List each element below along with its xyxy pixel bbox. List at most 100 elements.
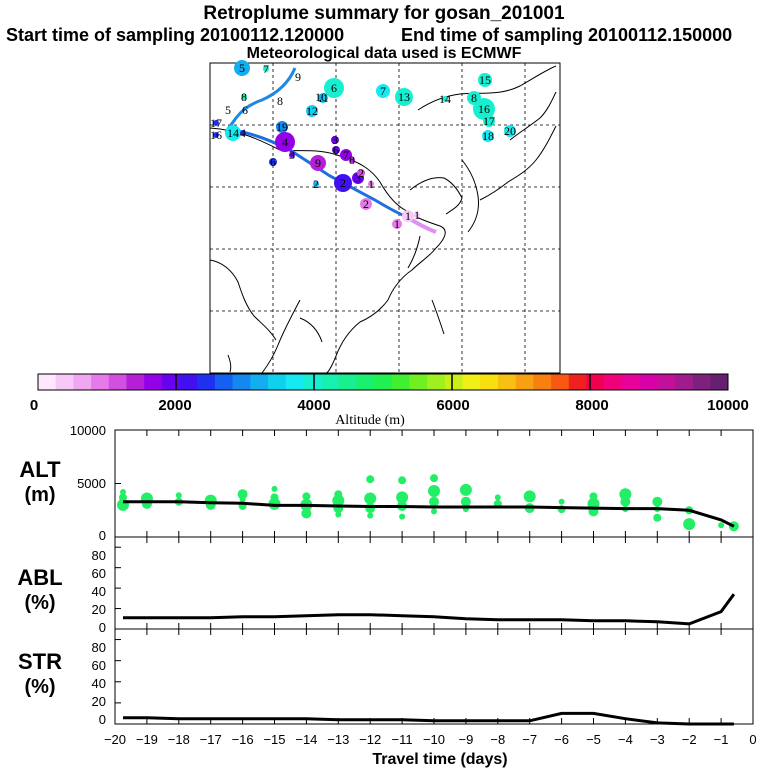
time-series-panels: ALT (m) ABL (%) STR (%) 0 5000 10000 0 2… bbox=[17, 423, 756, 768]
colorbar-swatch bbox=[91, 374, 110, 390]
cluster-label: 6 bbox=[331, 81, 337, 95]
cluster-label: 13 bbox=[398, 90, 410, 104]
colorbar-swatch bbox=[586, 374, 605, 390]
x-tick-label: −3 bbox=[650, 732, 665, 747]
cluster-label: 18 bbox=[482, 129, 494, 143]
cluster-label: 3 bbox=[289, 148, 295, 162]
cluster-label: 19 bbox=[276, 120, 288, 134]
alt-cluster-point bbox=[334, 490, 343, 499]
colorbar-swatch bbox=[674, 374, 693, 390]
colorbar-swatch bbox=[108, 374, 127, 390]
x-tick-label: −19 bbox=[136, 732, 158, 747]
alt-cluster-point bbox=[494, 494, 501, 501]
cluster-marker bbox=[334, 174, 352, 192]
x-tick-label: 0 bbox=[749, 732, 756, 747]
colorbar-swatch bbox=[144, 374, 163, 390]
colorbar-swatch bbox=[498, 374, 516, 390]
cluster-marker bbox=[478, 73, 492, 87]
alt-cluster-point bbox=[683, 518, 696, 531]
colorbar-swatch bbox=[462, 374, 481, 390]
cluster-marker bbox=[269, 158, 277, 166]
colorbar-swatch bbox=[161, 374, 180, 390]
x-tick-labels: −20 −19 −18 −17 −16 −15 −14 −13 −12 −11 −10 −9 −8 −7−… bbox=[104, 732, 757, 747]
colorbar-swatch bbox=[126, 374, 145, 390]
ytick-label: 60 bbox=[92, 658, 106, 673]
alt-cluster-point bbox=[653, 513, 662, 522]
map-panel: 5798568611101271314158161718201714191643… bbox=[209, 60, 561, 374]
cluster-marker bbox=[225, 125, 241, 141]
abl-yunit: (%) bbox=[24, 592, 55, 614]
str-ylabel: STR bbox=[18, 649, 62, 674]
cluster-label: 4 bbox=[240, 126, 246, 140]
cluster-label: 9 bbox=[295, 70, 301, 84]
cluster-marker bbox=[324, 78, 344, 98]
cluster-marker bbox=[276, 121, 288, 133]
cluster-marker bbox=[395, 88, 413, 106]
cluster-marker bbox=[275, 132, 295, 152]
x-tick-label: −14 bbox=[295, 732, 317, 747]
x-axis-label: Travel time (days) bbox=[372, 751, 507, 768]
x-tick-label: −16 bbox=[232, 732, 254, 747]
x-tick-label: −11 bbox=[392, 732, 413, 747]
alt-cluster-point bbox=[301, 508, 312, 519]
colorbar-swatch bbox=[285, 374, 304, 390]
x-tick-label: −12 bbox=[359, 732, 381, 747]
cluster-label: 2 bbox=[340, 176, 346, 190]
alt-cluster-point bbox=[718, 522, 725, 529]
x-tick-label: −20 bbox=[104, 732, 126, 747]
cluster-label: 20 bbox=[504, 124, 516, 138]
colorbar-swatch bbox=[427, 374, 446, 390]
alt-cluster-point bbox=[459, 483, 472, 496]
cluster-marker bbox=[349, 157, 355, 163]
cluster-label: 7 bbox=[263, 62, 269, 76]
alt-cluster-point bbox=[428, 484, 440, 497]
colorbar-swatch bbox=[38, 374, 56, 390]
colorbar-tick: 0 bbox=[30, 397, 38, 414]
str-yticks: 0 20 40 60 80 bbox=[92, 640, 106, 727]
ytick-label: 10000 bbox=[70, 423, 106, 438]
cluster-marker bbox=[360, 198, 372, 210]
cluster-label: 4 bbox=[282, 135, 288, 149]
alt-cluster-point bbox=[119, 489, 126, 496]
cluster-label: 5 bbox=[225, 103, 231, 117]
colorbar-swatch bbox=[444, 374, 463, 390]
cluster-label: 9 bbox=[315, 156, 321, 170]
colorbar-swatch bbox=[568, 374, 587, 390]
alt-cluster-point bbox=[399, 513, 406, 520]
alt-cluster-point bbox=[558, 498, 565, 505]
cluster-marker bbox=[213, 120, 219, 126]
cluster-label: 16 bbox=[210, 128, 222, 142]
cluster-label: 16 bbox=[478, 102, 490, 116]
ytick-label: 20 bbox=[92, 694, 106, 709]
alt-cluster-point bbox=[204, 494, 217, 507]
colorbar-tick: 8000 bbox=[575, 397, 608, 414]
cluster-label: 12 bbox=[306, 104, 318, 118]
cluster-marker bbox=[504, 125, 516, 137]
cluster-label: 6 bbox=[242, 103, 248, 117]
x-tick-label: −1 bbox=[714, 732, 729, 747]
colorbar-swatch bbox=[250, 374, 269, 390]
cluster-label: 8 bbox=[241, 90, 247, 104]
abl-ylabel: ABL bbox=[17, 565, 62, 590]
ytick-label: 40 bbox=[92, 676, 106, 691]
colorbar-swatch bbox=[621, 374, 640, 390]
cluster-marker bbox=[392, 219, 402, 229]
alt-cluster-point bbox=[589, 492, 598, 501]
colorbar-swatch bbox=[73, 374, 92, 390]
cluster-label: 2 bbox=[363, 197, 369, 211]
cluster-marker bbox=[313, 181, 319, 187]
cluster-label: 1 bbox=[368, 177, 374, 191]
alt-cluster-point bbox=[367, 512, 374, 519]
trajectory-clusters: 5798568611101271314158161718201714191643… bbox=[210, 60, 516, 231]
cluster-marker bbox=[414, 212, 420, 218]
map-frame bbox=[209, 62, 561, 374]
colorbar-swatch bbox=[321, 374, 340, 390]
alt-cluster-point bbox=[175, 492, 182, 499]
alt-cluster-point bbox=[365, 503, 376, 514]
cluster-label: 5 bbox=[239, 61, 245, 75]
cluster-marker bbox=[332, 146, 340, 154]
cluster-label: 3 bbox=[355, 171, 361, 185]
alt-cluster-point bbox=[118, 493, 127, 502]
colorbar-ticks: 0 2000 4000 6000 8000 10000 Altitude (m) bbox=[30, 397, 749, 428]
